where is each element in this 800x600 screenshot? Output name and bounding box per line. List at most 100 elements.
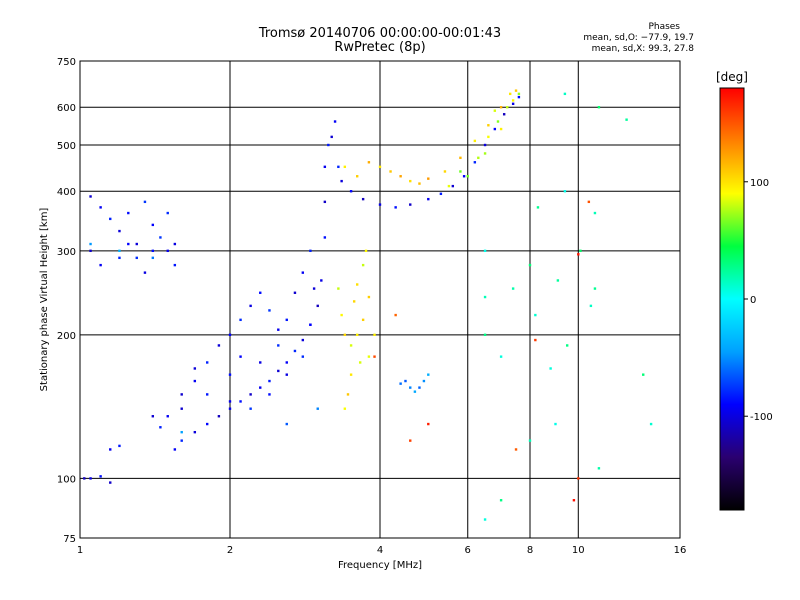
- data-point: [343, 165, 347, 169]
- data-point: [361, 197, 365, 201]
- data-point: [349, 190, 353, 193]
- data-point: [259, 361, 262, 364]
- data-point: [389, 170, 392, 173]
- data-point: [427, 177, 430, 180]
- data-point: [508, 92, 512, 96]
- data-point: [514, 89, 518, 92]
- data-point: [239, 355, 242, 358]
- data-point: [228, 373, 232, 376]
- data-point: [268, 393, 271, 396]
- colorbar: [719, 87, 745, 511]
- data-point: [135, 256, 138, 260]
- data-points: [83, 89, 653, 521]
- data-point: [565, 344, 569, 347]
- y-tick-label: 300: [57, 247, 76, 258]
- data-point: [135, 242, 138, 246]
- data-point: [285, 422, 288, 426]
- x-tick-label: 2: [227, 545, 233, 556]
- data-point: [447, 184, 451, 188]
- data-point: [89, 249, 92, 253]
- data-point: [217, 344, 221, 347]
- data-point: [589, 304, 593, 308]
- data-point: [499, 499, 503, 502]
- colorbar-ticks: 100 0 -100: [744, 178, 773, 423]
- data-point: [577, 253, 580, 256]
- data-point: [422, 379, 426, 383]
- data-point: [293, 291, 297, 294]
- data-point: [487, 124, 490, 127]
- data-point: [312, 287, 316, 290]
- data-point: [563, 92, 567, 96]
- data-point: [593, 287, 597, 290]
- data-point: [427, 422, 430, 426]
- data-point: [259, 291, 262, 294]
- data-point: [277, 328, 280, 331]
- data-point: [205, 361, 209, 364]
- data-point: [593, 211, 597, 215]
- x-tick-label: 10: [572, 545, 585, 556]
- data-point: [378, 165, 382, 169]
- data-point: [327, 143, 330, 147]
- data-point: [109, 481, 112, 484]
- data-point: [597, 467, 601, 470]
- data-point: [556, 279, 560, 282]
- data-point: [166, 249, 169, 253]
- plot-frame: [79, 60, 681, 539]
- data-point: [451, 184, 455, 188]
- data-point: [483, 143, 487, 147]
- grid-lines: [80, 61, 680, 538]
- data-point: [89, 242, 92, 246]
- data-point: [473, 139, 477, 143]
- data-point: [343, 407, 347, 410]
- data-point: [563, 190, 567, 193]
- data-point: [499, 355, 503, 358]
- data-point: [205, 422, 209, 426]
- data-point: [323, 165, 327, 169]
- data-point: [180, 393, 183, 396]
- data-point: [536, 206, 540, 209]
- data-point: [285, 318, 288, 322]
- data-point: [340, 313, 343, 317]
- data-point: [143, 200, 147, 204]
- chart-title: Tromsø 20140706 00:00:00-00:01:43: [258, 26, 502, 41]
- data-point: [228, 407, 232, 410]
- data-point: [239, 400, 242, 403]
- colorbar-tick-label: -100: [750, 412, 773, 423]
- colorbar-label: [deg]: [716, 70, 748, 84]
- data-point: [427, 373, 430, 376]
- data-point: [180, 439, 183, 442]
- data-point: [394, 313, 397, 317]
- data-point: [143, 271, 147, 274]
- data-point: [118, 444, 121, 448]
- data-point: [285, 373, 288, 376]
- data-point: [511, 102, 515, 106]
- data-point: [301, 355, 305, 358]
- data-point: [193, 367, 197, 370]
- data-point: [118, 256, 121, 260]
- data-point: [109, 217, 112, 221]
- data-point: [277, 369, 280, 373]
- data-point: [151, 223, 155, 227]
- x-tick-label: 8: [527, 545, 533, 556]
- data-point: [99, 475, 102, 478]
- data-point: [443, 170, 447, 173]
- x-tick-label: 1: [77, 545, 83, 556]
- data-point: [268, 379, 271, 383]
- data-point: [577, 477, 580, 480]
- data-point: [166, 415, 169, 418]
- data-point: [301, 271, 305, 274]
- data-point: [413, 390, 417, 393]
- y-tick-label: 400: [57, 187, 76, 198]
- phases-heading: Phases: [648, 22, 680, 32]
- data-point: [205, 393, 209, 396]
- data-point: [579, 249, 582, 253]
- phases-x-stats: mean, sd,X: 99.3, 27.8: [591, 44, 694, 54]
- y-tick-label: 500: [57, 141, 76, 152]
- x-axis-ticks: 1 2 4 6 8 10 16: [77, 545, 687, 556]
- data-point: [409, 203, 412, 206]
- data-point: [493, 109, 497, 112]
- data-point: [309, 323, 312, 326]
- data-point: [239, 318, 242, 322]
- data-point: [89, 195, 92, 198]
- colorbar-tick-label: 0: [750, 295, 756, 306]
